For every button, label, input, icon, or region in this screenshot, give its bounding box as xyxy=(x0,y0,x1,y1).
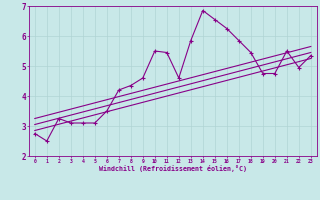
X-axis label: Windchill (Refroidissement éolien,°C): Windchill (Refroidissement éolien,°C) xyxy=(99,165,247,172)
